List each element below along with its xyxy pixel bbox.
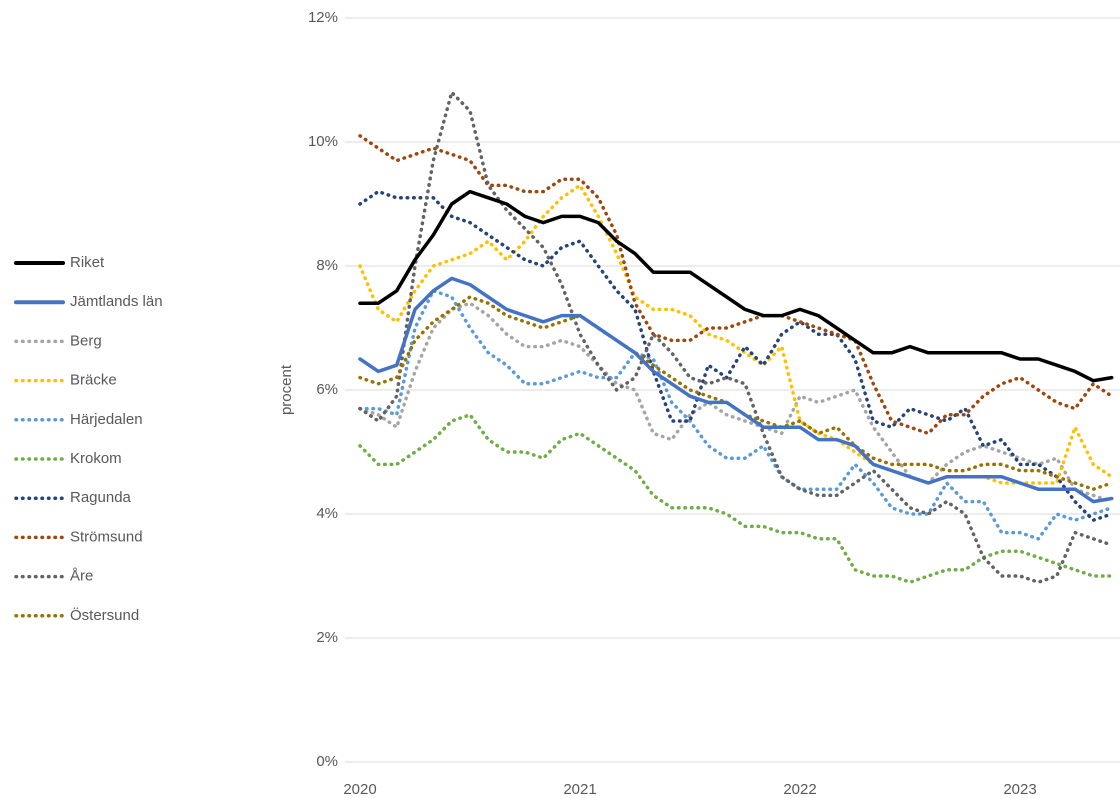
y-tick-label: 2% <box>316 629 338 646</box>
legend-label: Östersund <box>70 606 139 624</box>
series-line <box>358 289 1114 541</box>
legend-label: Riket <box>70 254 105 271</box>
series-line <box>358 413 1114 584</box>
y-tick-label: 10% <box>308 133 338 150</box>
series-line <box>358 295 1114 491</box>
legend-label: Ragunda <box>70 489 132 506</box>
legend-label: Härjedalen <box>70 411 143 428</box>
x-tick-label: 2023 <box>1003 781 1036 798</box>
series-line <box>358 134 1114 436</box>
series-line <box>358 189 1114 383</box>
legend-label: Åre <box>70 568 93 585</box>
x-tick-label: 2020 <box>343 781 376 798</box>
legend-label: Bräcke <box>70 372 117 389</box>
series-line <box>358 183 1114 485</box>
legend-label: Berg <box>70 332 102 349</box>
series-line <box>358 276 1114 504</box>
y-tick-label: 4% <box>316 505 338 522</box>
legend-label: Krokom <box>70 450 122 467</box>
y-tick-label: 0% <box>316 753 338 770</box>
series-line <box>358 90 1114 584</box>
legend-label: Strömsund <box>70 528 143 545</box>
y-tick-label: 12% <box>308 9 338 26</box>
y-axis-label: procent <box>278 364 295 415</box>
y-tick-label: 6% <box>316 381 338 398</box>
series-line <box>358 301 1114 504</box>
x-tick-label: 2022 <box>783 781 816 798</box>
y-tick-label: 8% <box>316 257 338 274</box>
legend-label: Jämtlands län <box>70 293 163 310</box>
x-tick-label: 2021 <box>563 781 596 798</box>
series-line <box>358 189 1114 522</box>
